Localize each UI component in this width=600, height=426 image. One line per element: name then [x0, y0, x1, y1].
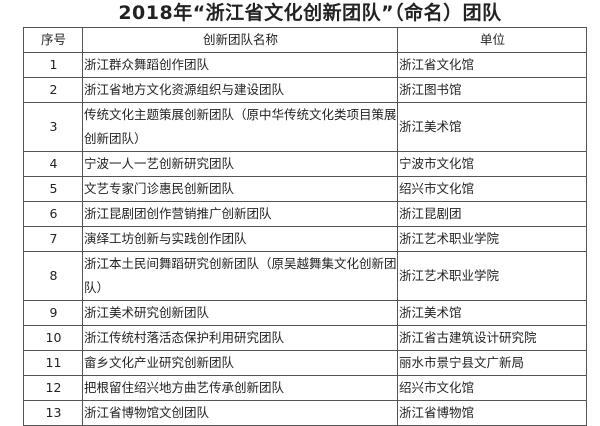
unit-name: 浙江美术馆: [397, 102, 587, 152]
unit-name: 浙江图书馆: [397, 77, 587, 103]
table-row: 7 演绎工坊创新与实践创作团队 浙江艺术职业学院: [23, 226, 587, 252]
team-name: 浙江本土民间舞蹈研究创新团队（原吴越舞集文化创新团队）: [82, 251, 398, 301]
row-number: 12: [23, 375, 83, 401]
row-number: 10: [23, 325, 83, 351]
teams-table: 序号 创新团队名称 单位 1 浙江群众舞蹈创作团队 浙江省文化馆 2 浙江省地方文化资源…: [23, 27, 587, 426]
table-row: 2 浙江省地方文化资源组织与建设团队 浙江图书馆: [23, 77, 587, 103]
table-row: 4 宁波一人一艺创新研究团队 宁波市文化馆: [23, 151, 587, 177]
team-name: 浙江省博物馆文创团队: [82, 400, 398, 426]
unit-name: 绍兴市文化馆: [397, 375, 587, 401]
unit-name: 浙江美术馆: [397, 300, 587, 326]
unit-name: 浙江省博物馆: [397, 400, 587, 426]
document-title: 2018年“浙江省文化创新团队”（命名）团队: [118, 2, 502, 24]
unit-name: 宁波市文化馆: [397, 151, 587, 177]
row-number: 2: [23, 77, 83, 103]
team-name: 浙江美术研究创新团队: [82, 300, 398, 326]
team-name: 传统文化主题策展创新团队（原中华传统文化类项目策展创新团队）: [82, 102, 398, 152]
row-number: 3: [23, 102, 83, 152]
table-row: 1 浙江群众舞蹈创作团队 浙江省文化馆: [23, 52, 587, 78]
unit-name: 绍兴市文化馆: [397, 176, 587, 202]
table-row: 5 文艺专家门诊惠民创新团队 绍兴市文化馆: [23, 176, 587, 202]
row-number: 11: [23, 350, 83, 376]
header-team-name: 创新团队名称: [82, 27, 398, 53]
table-row: 8 浙江本土民间舞蹈研究创新团队（原吴越舞集文化创新团队） 浙江艺术职业学院: [23, 251, 587, 301]
row-number: 7: [23, 226, 83, 252]
table-row: 13 浙江省博物馆文创团队 浙江省博物馆: [23, 400, 587, 426]
row-number: 8: [23, 251, 83, 301]
team-name: 演绎工坊创新与实践创作团队: [82, 226, 398, 252]
unit-name: 浙江艺术职业学院: [397, 226, 587, 252]
row-number: 9: [23, 300, 83, 326]
team-name: 文艺专家门诊惠民创新团队: [82, 176, 398, 202]
table-row: 3 传统文化主题策展创新团队（原中华传统文化类项目策展创新团队） 浙江美术馆: [23, 102, 587, 152]
row-number: 6: [23, 201, 83, 227]
unit-name: 浙江昆剧团: [397, 201, 587, 227]
team-name: 浙江省地方文化资源组织与建设团队: [82, 77, 398, 103]
team-name: 浙江群众舞蹈创作团队: [82, 52, 398, 78]
unit-name: 浙江艺术职业学院: [397, 251, 587, 301]
team-name: 浙江传统村落活态保护利用研究团队: [82, 325, 398, 351]
header-number: 序号: [23, 27, 83, 53]
row-number: 5: [23, 176, 83, 202]
table-row: 9 浙江美术研究创新团队 浙江美术馆: [23, 300, 587, 326]
unit-name: 浙江省文化馆: [397, 52, 587, 78]
unit-name: 丽水市景宁县文广新局: [397, 350, 587, 376]
table-row: 6 浙江昆剧团创作营销推广创新团队 浙江昆剧团: [23, 201, 587, 227]
row-number: 4: [23, 151, 83, 177]
unit-name: 浙江省古建筑设计研究院: [397, 325, 587, 351]
row-number: 13: [23, 400, 83, 426]
team-name: 把根留住绍兴地方曲艺传承创新团队: [82, 375, 398, 401]
team-name: 浙江昆剧团创作营销推广创新团队: [82, 201, 398, 227]
table-row: 10 浙江传统村落活态保护利用研究团队 浙江省古建筑设计研究院: [23, 325, 587, 351]
team-name: 宁波一人一艺创新研究团队: [82, 151, 398, 177]
table-row: 12 把根留住绍兴地方曲艺传承创新团队 绍兴市文化馆: [23, 375, 587, 401]
row-number: 1: [23, 52, 83, 78]
header-unit: 单位: [397, 27, 587, 53]
table-header-row: 序号 创新团队名称 单位: [23, 27, 587, 53]
team-name: 畲乡文化产业研究创新团队: [82, 350, 398, 376]
table-row: 11 畲乡文化产业研究创新团队 丽水市景宁县文广新局: [23, 350, 587, 376]
